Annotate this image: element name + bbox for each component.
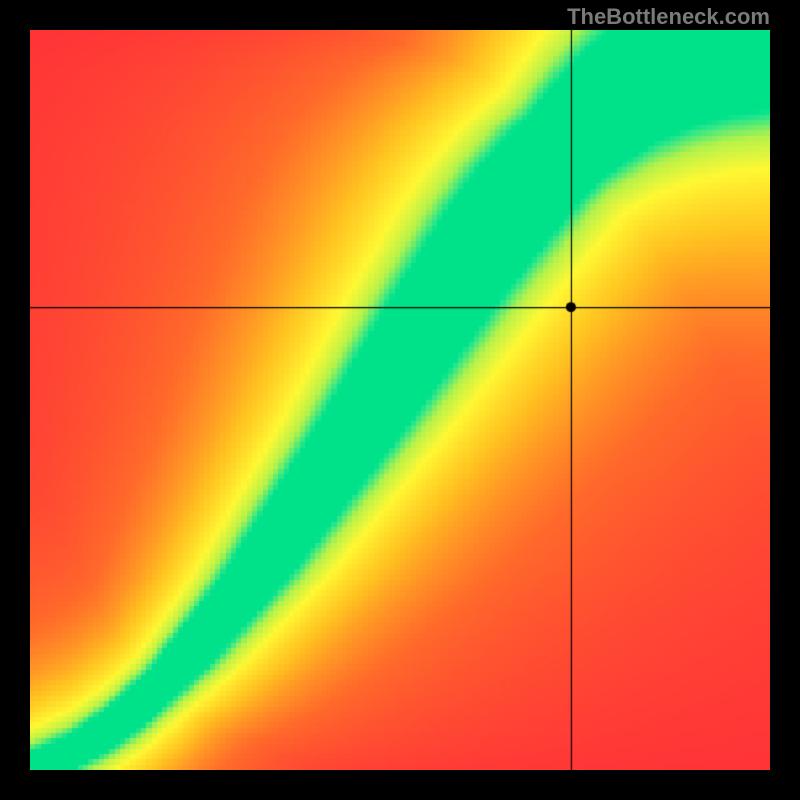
crosshair-overlay xyxy=(30,30,770,770)
chart-container: { "watermark": { "text": "TheBottleneck.… xyxy=(0,0,800,800)
watermark-text: TheBottleneck.com xyxy=(567,4,770,30)
